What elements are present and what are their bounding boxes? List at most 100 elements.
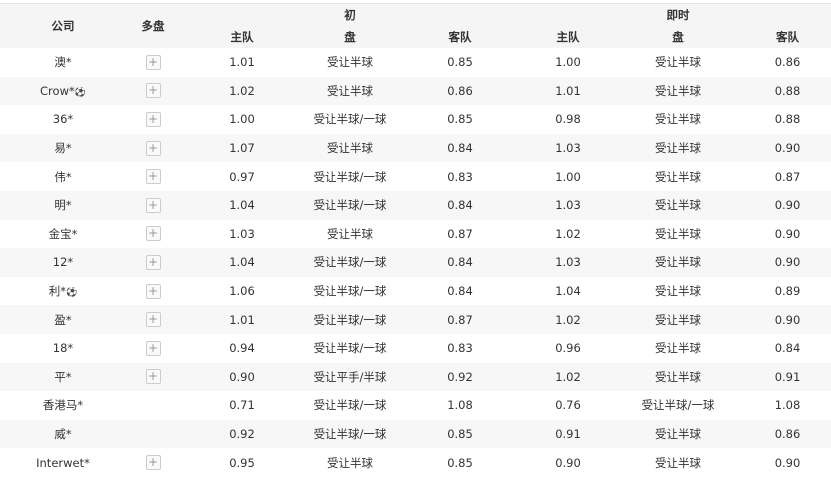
live-home: 1.03 [555, 141, 581, 156]
company-name[interactable]: 36* [52, 112, 74, 127]
company-name[interactable]: 18* [52, 341, 74, 356]
live-away: 0.88 [774, 112, 801, 127]
table-row: 36* + 1.00 受让半球/一球 0.85 0.98 受让半球 0.88 [0, 105, 831, 134]
initial-home: 1.06 [229, 284, 255, 299]
company-name[interactable]: 威* [54, 427, 72, 442]
initial-away: 0.85 [447, 55, 473, 70]
live-line: 受让半球 [655, 369, 701, 384]
header-live-line: 盘 [672, 30, 684, 44]
live-away: 0.90 [774, 198, 801, 213]
live-away: 0.91 [774, 369, 801, 384]
expand-plus-icon[interactable]: + [145, 83, 161, 99]
odds-table: 公司 多盘 初 即时 主队 盘 客队 主队 盘 客队 澳* + 1.01 受让半… [0, 3, 831, 477]
table-row: 澳* + 1.01 受让半球 0.85 1.00 受让半球 0.86 [0, 48, 831, 77]
initial-away: 0.85 [447, 112, 473, 127]
live-away: 0.90 [774, 312, 801, 327]
initial-home: 1.00 [229, 112, 255, 127]
company-cell[interactable]: 伟* [0, 162, 126, 191]
multi-cell: + [126, 448, 180, 477]
live-away: 0.90 [774, 255, 801, 270]
company-cell[interactable]: 36* [0, 105, 126, 134]
initial-line: 受让半球 [327, 455, 373, 470]
company-name[interactable]: 澳* [54, 55, 72, 70]
company-cell[interactable]: 澳* [0, 48, 126, 77]
live-home: 1.00 [555, 55, 581, 70]
company-cell[interactable]: 香港马* [0, 391, 126, 420]
company-name[interactable]: 平* [54, 369, 72, 384]
initial-line: 受让半球/一球 [313, 169, 387, 184]
initial-line: 受让半球/一球 [313, 255, 387, 270]
initial-home: 1.03 [229, 226, 255, 241]
initial-line: 受让半球/一球 [313, 112, 387, 127]
initial-away: 0.84 [447, 198, 473, 213]
company-cell[interactable]: Interwet* [0, 448, 126, 477]
company-name[interactable]: 伟* [54, 169, 72, 184]
table-row: 平* + 0.90 受让平手/半球 0.92 1.02 受让半球 0.91 [0, 362, 831, 392]
initial-line: 受让半球/一球 [313, 198, 387, 213]
company-name[interactable]: 盈* [54, 312, 72, 327]
initial-home: 0.95 [229, 455, 255, 470]
company-cell[interactable]: Crow*⚽ [0, 77, 126, 106]
multi-cell: + [126, 305, 180, 334]
initial-home: 1.07 [229, 141, 255, 156]
expand-plus-icon[interactable]: + [145, 197, 161, 213]
company-cell[interactable]: 18* [0, 334, 126, 363]
expand-plus-icon[interactable]: + [145, 111, 161, 127]
expand-plus-icon[interactable]: + [145, 283, 161, 299]
expand-plus-icon[interactable]: + [145, 54, 161, 70]
initial-line: 受让半球 [327, 83, 373, 98]
initial-home: 1.04 [229, 198, 255, 213]
live-line: 受让半球 [655, 312, 701, 327]
company-name[interactable]: 香港马* [42, 398, 84, 413]
initial-line: 受让半球/一球 [313, 284, 387, 299]
expand-plus-icon[interactable]: + [145, 254, 161, 270]
company-name[interactable]: Crow* [40, 83, 75, 98]
company-name[interactable]: 金宝* [48, 226, 78, 241]
initial-away: 0.84 [447, 255, 473, 270]
multi-cell: + [126, 220, 180, 249]
company-name[interactable]: 利* [48, 284, 67, 299]
company-cell[interactable]: 金宝* [0, 220, 126, 249]
expand-plus-icon[interactable]: + [145, 340, 161, 356]
expand-plus-icon[interactable]: + [145, 369, 161, 385]
company-cell[interactable]: 明* [0, 191, 126, 220]
header-multi: 多盘 [141, 19, 165, 33]
live-home: 0.91 [555, 427, 581, 442]
expand-plus-icon[interactable]: + [145, 312, 161, 328]
multi-cell [126, 420, 180, 449]
multi-cell: + [126, 162, 180, 191]
live-away: 0.90 [774, 455, 801, 470]
company-cell[interactable]: 平* [0, 363, 126, 392]
table-row: 香港马* 0.71 受让半球/一球 1.08 0.76 受让半球/一球 1.08 [0, 391, 831, 420]
initial-home: 0.97 [229, 169, 255, 184]
expand-plus-icon[interactable]: + [145, 226, 161, 242]
initial-away: 0.87 [447, 312, 473, 327]
company-cell[interactable]: 利*⚽ [0, 277, 126, 306]
table-row: 利*⚽ + 1.06 受让半球/一球 0.84 1.04 受让半球 0.89 [0, 277, 831, 306]
company-name[interactable]: 明* [54, 198, 72, 213]
multi-cell: + [126, 77, 180, 106]
live-line: 受让半球 [655, 141, 701, 156]
live-away: 0.86 [774, 55, 801, 70]
live-line: 受让半球 [655, 427, 701, 442]
initial-line: 受让半球 [327, 141, 373, 156]
company-name[interactable]: Interwet* [36, 455, 90, 470]
company-cell[interactable]: 易* [0, 134, 126, 163]
expand-plus-icon[interactable]: + [145, 140, 161, 156]
initial-home: 0.94 [229, 341, 255, 356]
live-line: 受让半球 [655, 55, 701, 70]
initial-home: 1.04 [229, 255, 255, 270]
expand-plus-icon[interactable]: + [145, 169, 161, 185]
company-cell[interactable]: 12* [0, 248, 126, 277]
company-cell[interactable]: 盈* [0, 305, 126, 334]
initial-line: 受让平手/半球 [313, 369, 387, 384]
live-line: 受让半球 [655, 341, 701, 356]
company-name[interactable]: 易* [54, 141, 72, 156]
company-name[interactable]: 12* [52, 255, 74, 270]
company-cell[interactable]: 威* [0, 420, 126, 449]
live-line: 受让半球 [655, 169, 701, 184]
live-line: 受让半球 [655, 112, 701, 127]
table-row: 威* 0.92 受让半球/一球 0.85 0.91 受让半球 0.86 [0, 419, 831, 449]
header-live-away: 客队 [776, 30, 799, 44]
initial-line: 受让半球/一球 [313, 341, 387, 356]
